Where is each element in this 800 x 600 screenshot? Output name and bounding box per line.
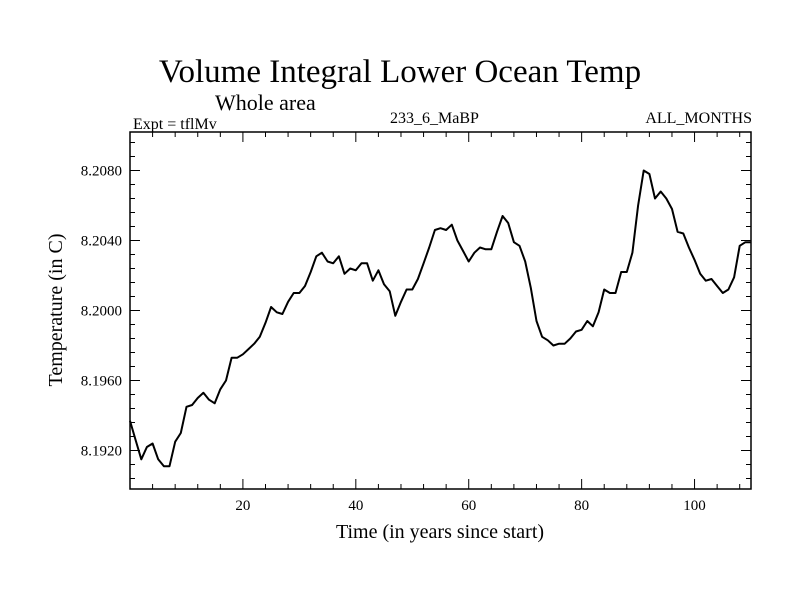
y-tick-label: 8.1960 bbox=[81, 374, 122, 390]
x-tick-label: 100 bbox=[683, 498, 706, 514]
y-axis-label: Temperature (in C) bbox=[45, 234, 67, 387]
x-axis-label: Time (in years since start) bbox=[336, 521, 544, 543]
x-tick-label: 40 bbox=[348, 498, 363, 514]
y-tick-label: 8.2040 bbox=[81, 234, 122, 250]
months-label: ALL_MONTHS bbox=[645, 110, 752, 127]
series-line bbox=[129, 169, 751, 468]
y-tick-label: 8.2080 bbox=[81, 164, 122, 180]
x-tick-label: 60 bbox=[461, 498, 476, 514]
case-label: 233_6_MaBP bbox=[390, 110, 479, 127]
plot-frame bbox=[129, 131, 752, 490]
x-tick-label: 80 bbox=[574, 498, 589, 514]
y-tick-label: 8.1920 bbox=[81, 444, 122, 460]
chart-title: Volume Integral Lower Ocean Temp bbox=[158, 54, 642, 90]
experiment-label: Expt = tflMv bbox=[133, 116, 217, 133]
y-tick-label: 8.2000 bbox=[81, 304, 122, 320]
x-tick-label: 20 bbox=[235, 498, 250, 514]
axis-ticks bbox=[130, 132, 751, 489]
axis-tick-labels: 20 40 60 80 100 8.1920 8.1960 8.2000 8.2040 8.208… bbox=[81, 164, 706, 515]
chart-subtitle: Whole area bbox=[215, 90, 316, 115]
